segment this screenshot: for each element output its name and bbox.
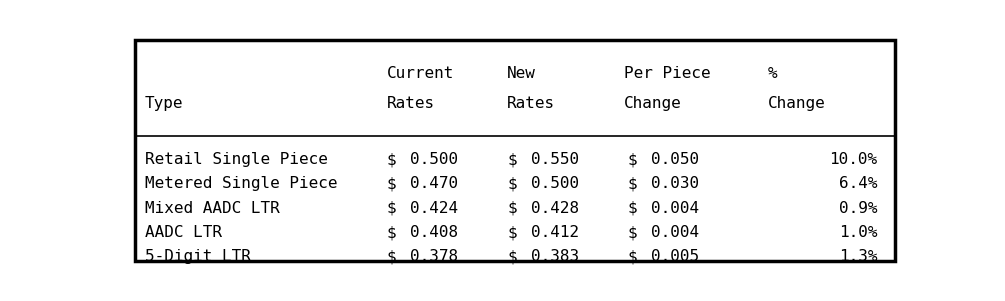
Text: 0.383: 0.383 [531,249,579,264]
Text: Change: Change [768,96,826,111]
Text: Rates: Rates [508,96,556,111]
Text: $: $ [628,176,637,191]
Text: $: $ [387,176,396,191]
Text: $: $ [508,176,517,191]
Text: 0.550: 0.550 [531,152,579,167]
Text: $: $ [387,249,396,264]
Text: 0.470: 0.470 [410,176,458,191]
Text: 0.424: 0.424 [410,201,458,216]
Text: New: New [508,66,536,81]
Text: AADC LTR: AADC LTR [145,225,222,240]
Text: $: $ [628,225,637,240]
Text: $: $ [628,152,637,167]
Text: $: $ [508,225,517,240]
Text: 6.4%: 6.4% [839,176,877,191]
Text: 0.500: 0.500 [531,176,579,191]
Text: 0.408: 0.408 [410,225,458,240]
Text: Retail Single Piece: Retail Single Piece [145,152,328,167]
Text: 0.005: 0.005 [651,249,699,264]
Text: $: $ [508,249,517,264]
Text: 0.9%: 0.9% [839,201,877,216]
Text: 0.004: 0.004 [651,225,699,240]
FancyBboxPatch shape [135,40,895,261]
Text: 5-Digit LTR: 5-Digit LTR [145,249,251,264]
Text: 1.3%: 1.3% [839,249,877,264]
Text: Type: Type [145,96,184,111]
Text: 0.428: 0.428 [531,201,579,216]
Text: 0.378: 0.378 [410,249,458,264]
Text: 0.004: 0.004 [651,201,699,216]
Text: $: $ [508,201,517,216]
Text: Metered Single Piece: Metered Single Piece [145,176,338,191]
Text: 10.0%: 10.0% [829,152,877,167]
Text: 0.050: 0.050 [651,152,699,167]
Text: $: $ [508,152,517,167]
Text: Rates: Rates [387,96,435,111]
Text: 0.030: 0.030 [651,176,699,191]
Text: Mixed AADC LTR: Mixed AADC LTR [145,201,279,216]
Text: 0.412: 0.412 [531,225,579,240]
Text: $: $ [387,152,396,167]
Text: $: $ [628,249,637,264]
Text: $: $ [387,225,396,240]
Text: Per Piece: Per Piece [624,66,711,81]
Text: Current: Current [387,66,454,81]
Text: %: % [768,66,778,81]
Text: $: $ [628,201,637,216]
Text: $: $ [387,201,396,216]
Text: 0.500: 0.500 [410,152,458,167]
Text: 1.0%: 1.0% [839,225,877,240]
Text: Change: Change [624,96,681,111]
